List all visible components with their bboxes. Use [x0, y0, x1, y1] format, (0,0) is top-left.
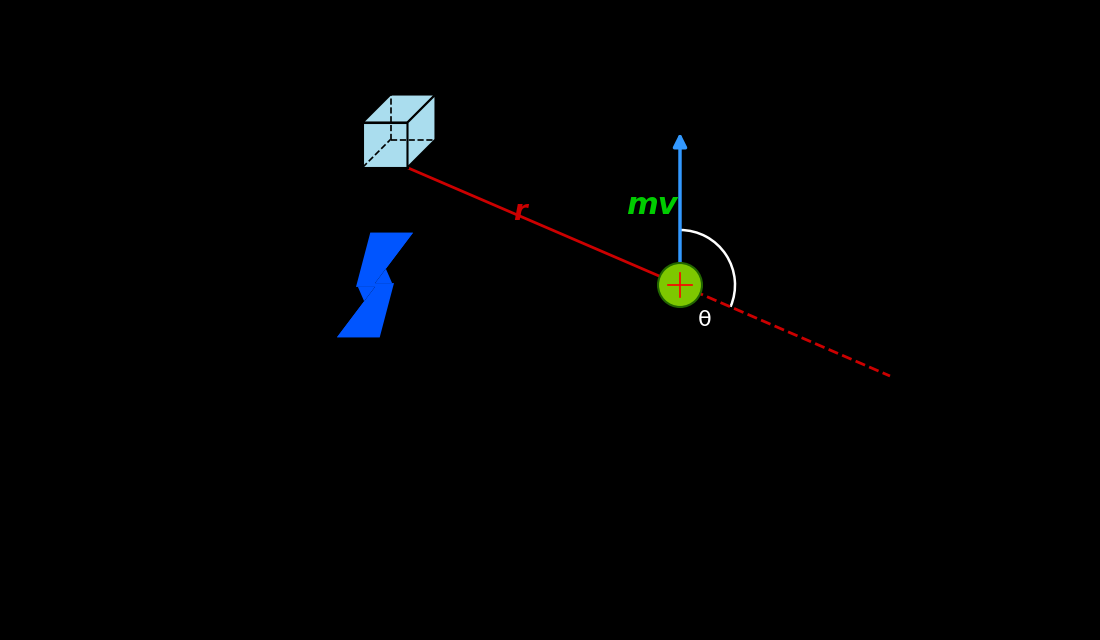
Polygon shape [363, 122, 407, 168]
Polygon shape [337, 287, 379, 337]
Polygon shape [337, 233, 412, 337]
Text: mv: mv [626, 191, 678, 220]
Text: r: r [514, 198, 527, 226]
Polygon shape [407, 95, 436, 168]
Text: θ: θ [698, 310, 712, 330]
Polygon shape [371, 233, 412, 283]
Polygon shape [363, 95, 436, 122]
Circle shape [658, 263, 702, 307]
